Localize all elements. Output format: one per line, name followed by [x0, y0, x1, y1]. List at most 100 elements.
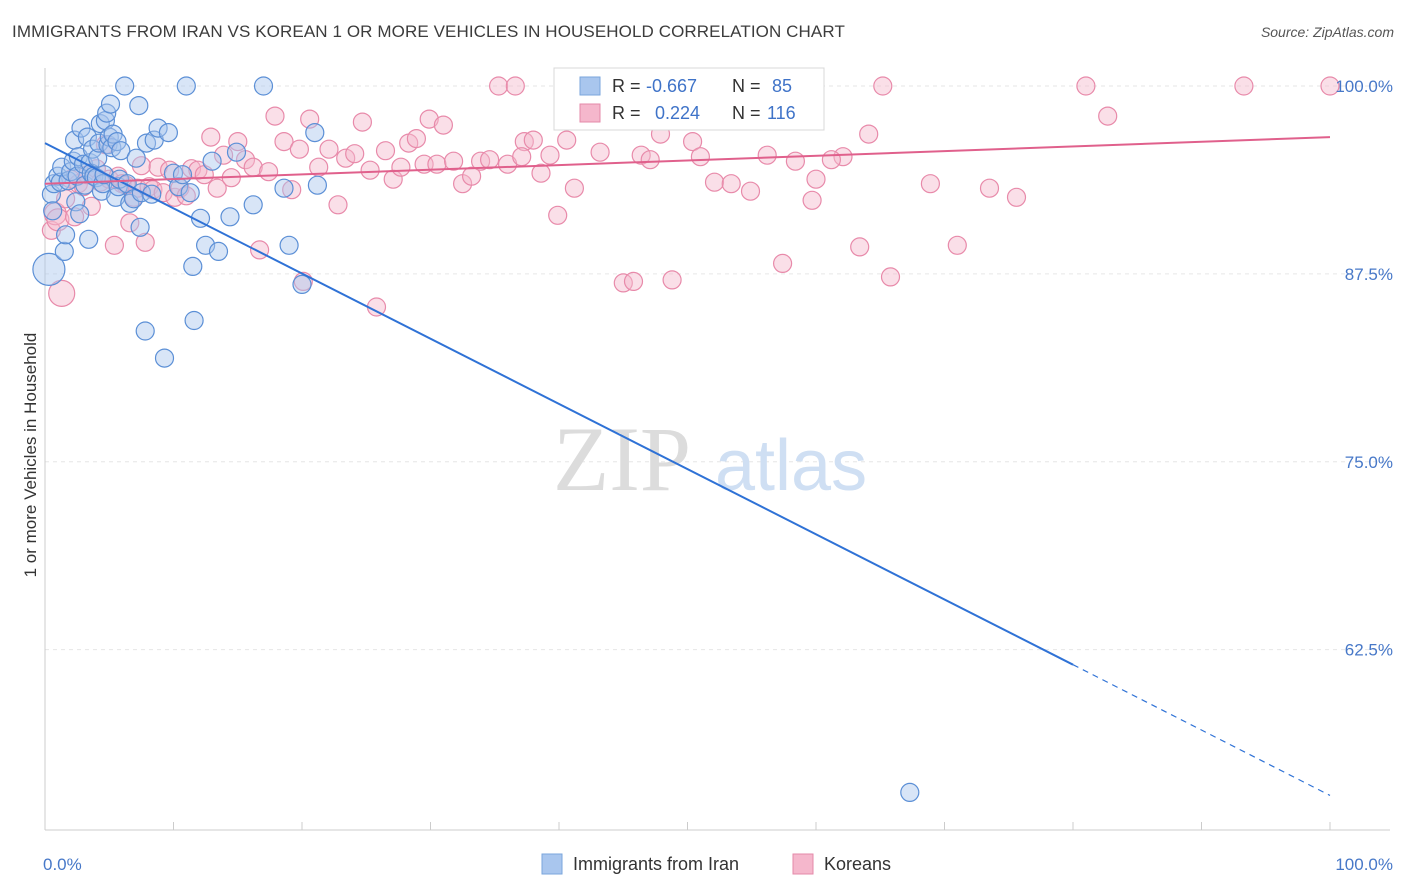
iran-point — [100, 94, 121, 114]
korean-point — [1098, 106, 1118, 126]
trendline-iran — [44, 142, 1074, 666]
korean-point — [850, 237, 870, 257]
korean-point — [512, 147, 532, 167]
legend-n-value-iran: 85 — [772, 76, 792, 96]
bottom-legend-swatch-korean — [792, 853, 814, 875]
iran-point — [307, 175, 327, 195]
korean-point — [785, 151, 806, 171]
iran-point — [111, 141, 131, 161]
korean-point — [833, 147, 853, 167]
korean-point — [64, 207, 85, 227]
korean-point — [480, 150, 500, 170]
legend-r-label-iran: R = — [612, 76, 641, 96]
korean-point — [391, 157, 411, 177]
iran-point — [172, 165, 193, 185]
iran-point — [226, 142, 247, 162]
korean-point — [690, 147, 711, 167]
y-axis-label: 1 or more Vehicles in Household — [21, 333, 40, 578]
source-label: Source: ZipAtlas.com — [1260, 24, 1394, 40]
iran-point — [130, 217, 150, 237]
legend-n-label-iran: N = — [732, 76, 761, 96]
iran-point — [274, 178, 294, 198]
iran-point — [32, 252, 66, 286]
iran-point — [77, 127, 98, 147]
iran-point — [43, 201, 63, 221]
correlation-legend: R = -0.667 N = 85 R = 0.224 N = 116 — [553, 67, 825, 131]
iran-point — [220, 207, 240, 227]
korean-point — [360, 160, 380, 180]
legend-swatch-korean — [579, 103, 601, 123]
iran-point — [169, 177, 189, 197]
korean-point — [352, 112, 372, 132]
korean-point — [1320, 76, 1340, 96]
x-tick-label: 100.0% — [1335, 855, 1393, 874]
korean-point — [328, 195, 348, 215]
korean-point — [274, 132, 294, 152]
korean-point — [1076, 76, 1096, 96]
iran-point — [158, 123, 178, 143]
iran-point — [154, 348, 175, 368]
korean-point — [1234, 76, 1254, 96]
korean-point — [880, 267, 901, 287]
korean-point — [613, 273, 633, 293]
korean-point — [623, 271, 644, 291]
iran-point — [79, 229, 99, 249]
korean-point — [207, 178, 227, 198]
korean-point — [406, 129, 426, 149]
korean-point — [419, 109, 439, 129]
korean-point — [590, 142, 610, 162]
korean-point — [120, 213, 140, 233]
korean-point — [682, 132, 703, 152]
iran-point — [176, 76, 196, 96]
y-tick-label: 100.0% — [1335, 77, 1393, 96]
legend-r-value-iran: -0.667 — [646, 76, 697, 96]
korean-point — [557, 130, 577, 150]
y-tick-label: 87.5% — [1345, 265, 1393, 284]
korean-point — [259, 162, 279, 182]
korean-point — [48, 279, 76, 307]
iran-point — [305, 123, 325, 143]
legend-n-label-korean: N = — [732, 103, 761, 123]
korean-point — [757, 145, 777, 165]
legend-n-value-korean: 116 — [767, 103, 796, 123]
bottom-legend-swatch-iran — [541, 853, 563, 875]
trendlines — [44, 136, 1331, 796]
bottom-legend-label-iran: Immigrants from Iran — [573, 854, 739, 874]
korean-point — [135, 232, 155, 252]
korean-point — [979, 178, 1000, 198]
watermark-zip: ZIP — [553, 408, 691, 510]
iran-point — [115, 76, 135, 96]
korean-point — [345, 144, 365, 164]
korean-point — [548, 205, 568, 225]
iran-point — [180, 183, 200, 203]
iran-point — [202, 151, 222, 171]
korean-point — [772, 253, 793, 273]
korean-point — [104, 235, 125, 255]
trendline-korean — [44, 136, 1331, 185]
iran-point — [183, 256, 203, 276]
iran-point — [148, 118, 168, 138]
korean-point — [444, 151, 464, 171]
watermark-atlas: atlas — [715, 426, 867, 506]
iran-point — [184, 310, 204, 331]
korean-point — [740, 181, 761, 201]
korean-point — [662, 270, 682, 290]
korean-point — [631, 145, 651, 165]
korean-point — [640, 150, 660, 170]
korean-point — [433, 115, 453, 135]
bottom-legend-label-korean: Koreans — [824, 854, 891, 874]
korean-point — [920, 174, 941, 194]
iran-point — [124, 189, 144, 209]
korean-point — [319, 139, 339, 159]
korean-point — [704, 172, 725, 192]
korean-point — [505, 76, 525, 96]
korean-point — [802, 190, 822, 210]
iran-point — [129, 95, 149, 116]
iran-point — [66, 192, 86, 212]
iran-point — [135, 321, 155, 341]
korean-point — [282, 180, 302, 200]
korean-point — [721, 174, 741, 194]
iran-point — [900, 782, 920, 803]
korean-point — [375, 141, 396, 161]
